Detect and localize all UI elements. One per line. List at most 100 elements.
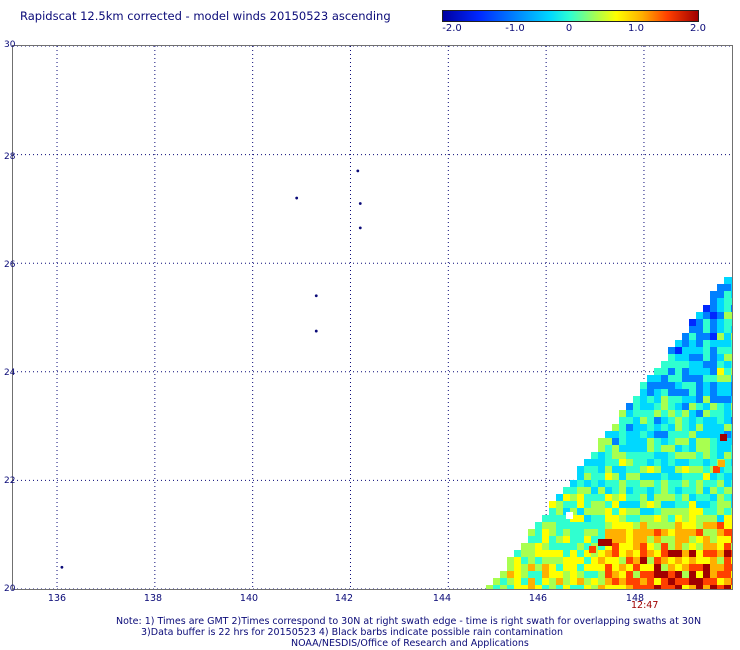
wind-cell: [703, 543, 710, 550]
wind-cell: [682, 501, 689, 508]
wind-cell: [668, 445, 675, 452]
wind-cell: [640, 494, 647, 501]
wind-cell: [696, 389, 703, 396]
wind-cell: [731, 368, 738, 375]
wind-cell: [710, 305, 717, 312]
wind-cell: [696, 326, 703, 333]
wind-cell: [731, 487, 738, 494]
wind-cell: [675, 431, 682, 438]
wind-cell: [556, 536, 563, 543]
wind-cell: [556, 522, 563, 529]
map-frame: [12, 45, 738, 592]
wind-cell: [598, 473, 605, 480]
wind-cell: [598, 445, 605, 452]
wind-cell: [584, 459, 591, 466]
wind-cell: [731, 333, 738, 340]
wind-cell: [570, 494, 577, 501]
wind-cell: [731, 431, 738, 438]
wind-cell: [647, 522, 654, 529]
wind-cell: [668, 536, 675, 543]
wind-cell: [584, 578, 591, 585]
wind-cell: [577, 571, 584, 578]
wind-cell: [577, 529, 584, 536]
wind-cell: [703, 585, 710, 592]
wind-cell: [598, 557, 605, 564]
wind-cell: [731, 305, 738, 312]
wind-cell: [696, 529, 703, 536]
wind-cell: [717, 487, 724, 494]
wind-cell: [689, 403, 696, 410]
wind-cell: [570, 571, 577, 578]
wind-cell: [535, 536, 542, 543]
wind-cell: [675, 487, 682, 494]
wind-cell: [682, 564, 689, 571]
wind-cell: [654, 543, 661, 550]
wind-cell: [710, 382, 717, 389]
wind-cell: [598, 501, 605, 508]
wind-cell: [724, 452, 731, 459]
wind-cell: [682, 368, 689, 375]
wind-cell: [647, 410, 654, 417]
wind-cell: [591, 578, 598, 585]
wind-cell: [717, 305, 724, 312]
lon-label-148: 148: [625, 593, 645, 604]
wind-cell: [724, 417, 731, 424]
wind-cell: [528, 557, 535, 564]
wind-cell: [612, 452, 619, 459]
wind-cell: [612, 564, 619, 571]
wind-cell: [724, 571, 731, 578]
wind-cell: [668, 529, 675, 536]
wind-cell: [605, 487, 612, 494]
wind-cell: [724, 578, 731, 585]
wind-cell: [731, 312, 738, 319]
wind-cell: [619, 431, 626, 438]
wind-cell: [598, 480, 605, 487]
wind-cell: [689, 508, 696, 515]
wind-cell: [668, 438, 675, 445]
wind-cell: [619, 424, 626, 431]
wind-cell: [696, 557, 703, 564]
wind-cell: [724, 361, 731, 368]
wind-cell: [689, 557, 696, 564]
colorbar-label-pos1: 1.0: [628, 23, 644, 34]
wind-cell: [682, 459, 689, 466]
wind-cell: [703, 305, 710, 312]
wind-cell: [577, 550, 584, 557]
wind-cell: [710, 326, 717, 333]
wind-cell: [724, 473, 731, 480]
wind-cell: [647, 396, 654, 403]
wind-cell: [626, 515, 633, 522]
wind-cell: [591, 557, 598, 564]
wind-cell: [668, 466, 675, 473]
wind-cell: [717, 298, 724, 305]
wind-cell: [584, 480, 591, 487]
wind-cell: [549, 557, 556, 564]
lon-label-140: 140: [239, 593, 259, 604]
wind-cell: [696, 403, 703, 410]
wind-cell: [563, 585, 570, 592]
wind-cell: [710, 361, 717, 368]
wind-cell: [731, 354, 738, 361]
wind-cell: [647, 557, 654, 564]
wind-cell: [682, 347, 689, 354]
wind-cell: [563, 494, 570, 501]
island-marker: [314, 329, 318, 333]
island-marker: [356, 169, 360, 173]
map-title: Rapidscat 12.5km corrected - model winds…: [20, 9, 391, 23]
wind-cell: [696, 536, 703, 543]
wind-cell: [717, 578, 724, 585]
wind-cell-anomaly: [720, 434, 727, 441]
wind-cell: [703, 326, 710, 333]
wind-cell: [696, 396, 703, 403]
wind-cell: [577, 522, 584, 529]
wind-cell: [668, 550, 675, 557]
wind-cell: [731, 515, 738, 522]
wind-cell: [717, 291, 724, 298]
wind-cell: [577, 564, 584, 571]
wind-cell: [563, 571, 570, 578]
wind-cell: [675, 522, 682, 529]
wind-cell: [696, 452, 703, 459]
wind-cell: [647, 501, 654, 508]
wind-cell: [675, 494, 682, 501]
wind-cell: [717, 396, 724, 403]
